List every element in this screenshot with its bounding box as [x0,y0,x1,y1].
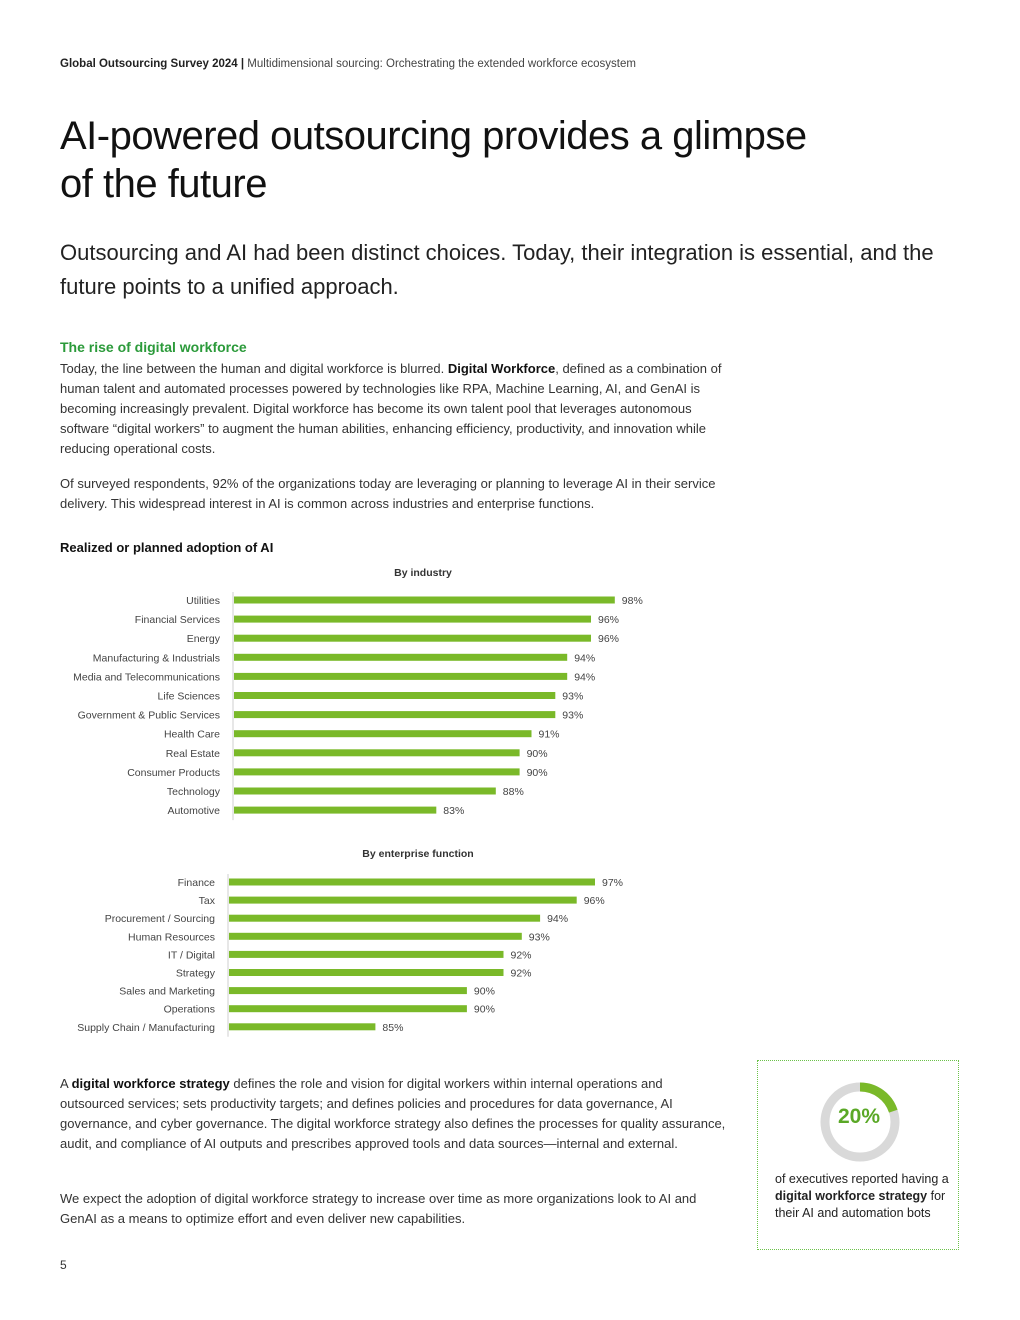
value-label: 85% [382,1022,403,1034]
stat-text-end: for their AI and automation bots [775,1189,946,1220]
category-label: Sales and Marketing [119,986,215,998]
strategy-text-start: A [60,1076,72,1091]
bar [229,896,577,904]
value-label: 92% [511,968,532,980]
category-label: Human Resources [128,931,215,943]
bar [229,932,522,940]
category-label: Government & Public Services [78,710,220,722]
stat-callout-box [757,1060,959,1250]
bar [234,730,532,738]
value-label: 90% [527,767,548,779]
strategy-paragraph: A digital workforce strategy defines the… [60,1074,730,1154]
bar [234,653,568,661]
bar [234,749,520,757]
bar [234,768,520,776]
stat-value: 20% [837,1105,881,1128]
section-name: Multidimensional sourcing: Orchestrating… [247,58,636,70]
value-label: 93% [562,710,583,722]
page-number: 5 [60,1258,67,1272]
value-label: 96% [598,633,619,645]
category-label: Financial Services [135,614,220,626]
bar [229,1005,467,1013]
report-name: Global Outsourcing Survey 2024 [60,58,238,70]
category-label: Finance [178,877,216,889]
category-label: Supply Chain / Manufacturing [77,1022,215,1034]
function-bar-chart: Finance 97% Tax 96% Procurement / Sourcing 94… [77,874,623,1037]
running-header: Global Outsourcing Survey 2024 | Multidi… [60,58,636,70]
value-label: 88% [503,786,524,798]
category-label: Manufacturing & Industrials [93,652,220,664]
intro-text-start: Today, the line between the human and di… [60,361,448,376]
bar [229,969,504,976]
category-label: IT / Digital [168,949,215,961]
value-label: 90% [527,748,548,760]
donut-arc [859,1082,898,1113]
category-label: Automotive [167,805,220,817]
bar [234,806,437,814]
bar [234,672,568,680]
value-label: 94% [547,913,568,925]
category-label: Tax [199,895,216,907]
bar [234,711,556,719]
page-title: AI-powered outsourcing provides a glimps… [60,114,807,206]
strategy-text-end: defines the role and vision for digital … [60,1076,726,1151]
bar [234,634,591,642]
value-label: 93% [562,691,583,703]
category-label: Health Care [164,729,220,741]
category-label: Real Estate [166,748,220,760]
stat-donut-chart [820,1082,900,1162]
value-label: 83% [443,805,464,817]
function-chart-title: By enterprise function [362,848,474,860]
value-label: 90% [474,1004,495,1016]
bar [229,987,467,995]
stat-text-start: of executives reported having a [775,1172,949,1186]
value-label: 94% [574,652,595,664]
bar [234,596,615,604]
value-label: 91% [539,729,560,741]
chart-heading: Realized or planned adoption of AI [60,540,274,555]
category-label: Consumer Products [127,767,220,779]
header-separator: | [240,58,245,70]
industry-chart-title: By industry [394,567,452,579]
intro-text-end: , defined as a combination of human tale… [60,361,722,456]
category-label: Utilities [186,595,220,607]
bar [234,787,496,795]
value-label: 96% [584,895,605,907]
intro-paragraph: Today, the line between the human and di… [60,359,730,459]
stat-bold-term: digital workforce strategy [775,1189,928,1203]
category-label: Strategy [176,968,216,980]
value-label: 96% [598,614,619,626]
bar [229,950,504,958]
page-subtitle: Outsourcing and AI had been distinct cho… [60,240,934,299]
category-label: Procurement / Sourcing [105,913,215,925]
value-label: 90% [474,986,495,998]
bar [229,878,595,886]
value-label: 94% [574,671,595,683]
bar [234,692,556,699]
category-label: Life Sciences [158,691,220,703]
industry-bar-chart: Utilities 98% Financial Services 96% Energy 9… [73,592,643,821]
value-label: 97% [602,877,623,889]
bar [229,914,541,922]
category-label: Energy [187,633,221,645]
outlook-paragraph: We expect the adoption of digital workfo… [60,1191,697,1226]
category-label: Technology [167,786,221,798]
category-label: Media and Telecommunications [73,671,220,683]
section-heading: The rise of digital workforce [60,339,247,355]
intro-bold-term: Digital Workforce [447,361,556,376]
bar [234,615,591,623]
category-label: Operations [164,1004,215,1016]
value-label: 92% [511,949,532,961]
survey-paragraph: Of surveyed respondents, 92% of the orga… [60,476,716,511]
strategy-bold-term: digital workforce strategy [71,1076,230,1091]
value-label: 98% [622,595,643,607]
bar [229,1023,376,1031]
stat-description: of executives reported having a digital … [775,1171,955,1222]
value-label: 93% [529,931,550,943]
